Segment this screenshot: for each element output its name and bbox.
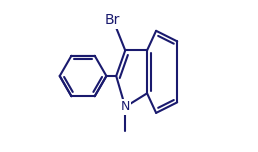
Text: Br: Br bbox=[105, 13, 120, 27]
Text: N: N bbox=[120, 100, 130, 113]
